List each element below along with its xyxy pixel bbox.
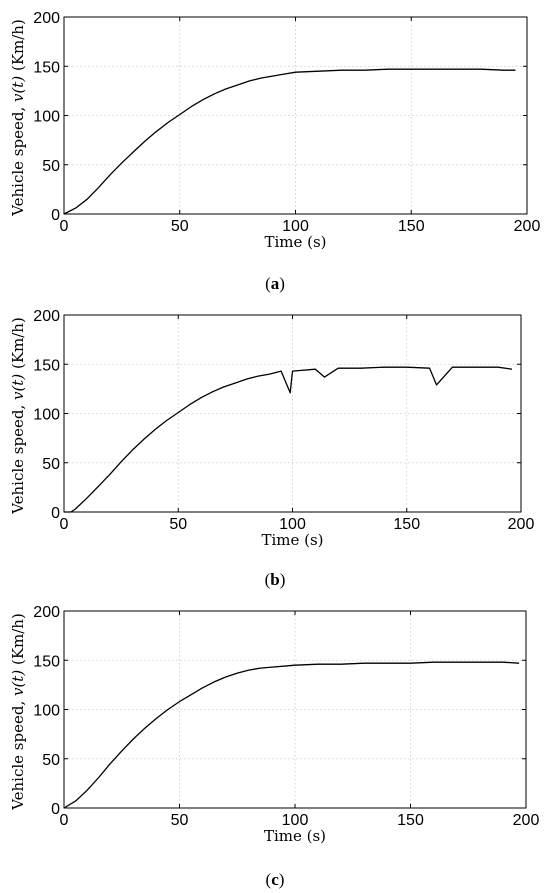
x-axis-label: Time (s) [264, 233, 326, 251]
y-axis-label-unit: (Km/h) [9, 19, 27, 76]
y-axis-label: Vehicle speed, v(t) (Km/h) [9, 613, 27, 811]
speed-series-line [63, 661, 520, 809]
y-tick-label: 100 [33, 109, 60, 126]
x-tick-label: 50 [171, 812, 189, 829]
y-axis-label: Vehicle speed, v(t) (Km/h) [9, 19, 27, 217]
y-axis-label-variable: v(t) [9, 670, 27, 696]
x-tick-label: 200 [508, 516, 535, 533]
y-tick-label: 100 [33, 407, 60, 424]
chart-panel-b: 0 50 100 150 200 0 50 100 150 200 Time (s) Vehicle … [9, 308, 534, 589]
caption-close-paren: ) [279, 870, 285, 889]
x-tick-label: 50 [169, 516, 187, 533]
caption-letter: b [270, 570, 279, 589]
y-axis-label-prefix: Vehicle speed, [9, 102, 27, 217]
y-tick-label: 0 [51, 801, 60, 818]
caption-open-paren: ( [265, 570, 271, 589]
y-tick-label: 200 [33, 604, 60, 621]
y-axis-label-prefix: Vehicle speed, [9, 400, 27, 515]
y-axis-label-variable: v(t) [9, 374, 27, 400]
caption-open-paren: ( [265, 274, 271, 293]
x-axis-label: Time (s) [264, 827, 326, 845]
y-tick-label: 200 [33, 10, 60, 27]
panel-caption: (a) [265, 274, 285, 293]
x-tick-label: 150 [397, 812, 424, 829]
x-tick-label: 100 [279, 516, 306, 533]
x-tick-label: 200 [514, 218, 541, 235]
x-axis-label: Time (s) [261, 531, 323, 549]
y-tick-label: 150 [33, 653, 60, 670]
y-axis-label-variable: v(t) [9, 76, 27, 102]
y-tick-label: 100 [33, 703, 60, 720]
y-tick-label: 50 [42, 456, 60, 473]
x-tick-label: 150 [398, 218, 425, 235]
y-tick-label: 150 [33, 357, 60, 374]
caption-letter: c [271, 870, 279, 889]
y-tick-label: 150 [33, 59, 60, 76]
caption-close-paren: ) [279, 274, 285, 293]
y-axis-label: Vehicle speed, v(t) (Km/h) [9, 317, 27, 515]
panel-caption: (b) [265, 570, 286, 589]
y-tick-label: 0 [51, 207, 60, 224]
caption-letter: a [271, 274, 280, 293]
x-tick-label: 0 [60, 812, 69, 829]
x-tick-label: 100 [282, 218, 309, 235]
chart-panel-c: 0 50 100 150 200 0 50 100 150 200 Time (s) Vehicle … [9, 604, 539, 889]
x-tick-label: 150 [393, 516, 420, 533]
speed-series-line [64, 366, 512, 513]
caption-open-paren: ( [266, 870, 272, 889]
y-tick-label: 0 [51, 505, 60, 522]
y-tick-label: 50 [42, 158, 60, 175]
x-tick-label: 200 [513, 812, 540, 829]
caption-close-paren: ) [280, 570, 286, 589]
speed-series-line [63, 68, 516, 215]
y-axis-label-unit: (Km/h) [9, 317, 27, 374]
y-tick-label: 50 [42, 752, 60, 769]
panel-caption: (c) [266, 870, 285, 889]
x-tick-label: 0 [60, 516, 69, 533]
x-tick-label: 100 [282, 812, 309, 829]
chart-panel-a: 0 50 100 150 200 0 50 100 150 200 Time (s) Vehicle … [9, 10, 540, 293]
y-axis-label-prefix: Vehicle speed, [9, 696, 27, 811]
y-tick-label: 200 [33, 308, 60, 325]
x-tick-label: 50 [171, 218, 189, 235]
y-axis-label-unit: (Km/h) [9, 613, 27, 670]
x-tick-label: 0 [60, 218, 69, 235]
